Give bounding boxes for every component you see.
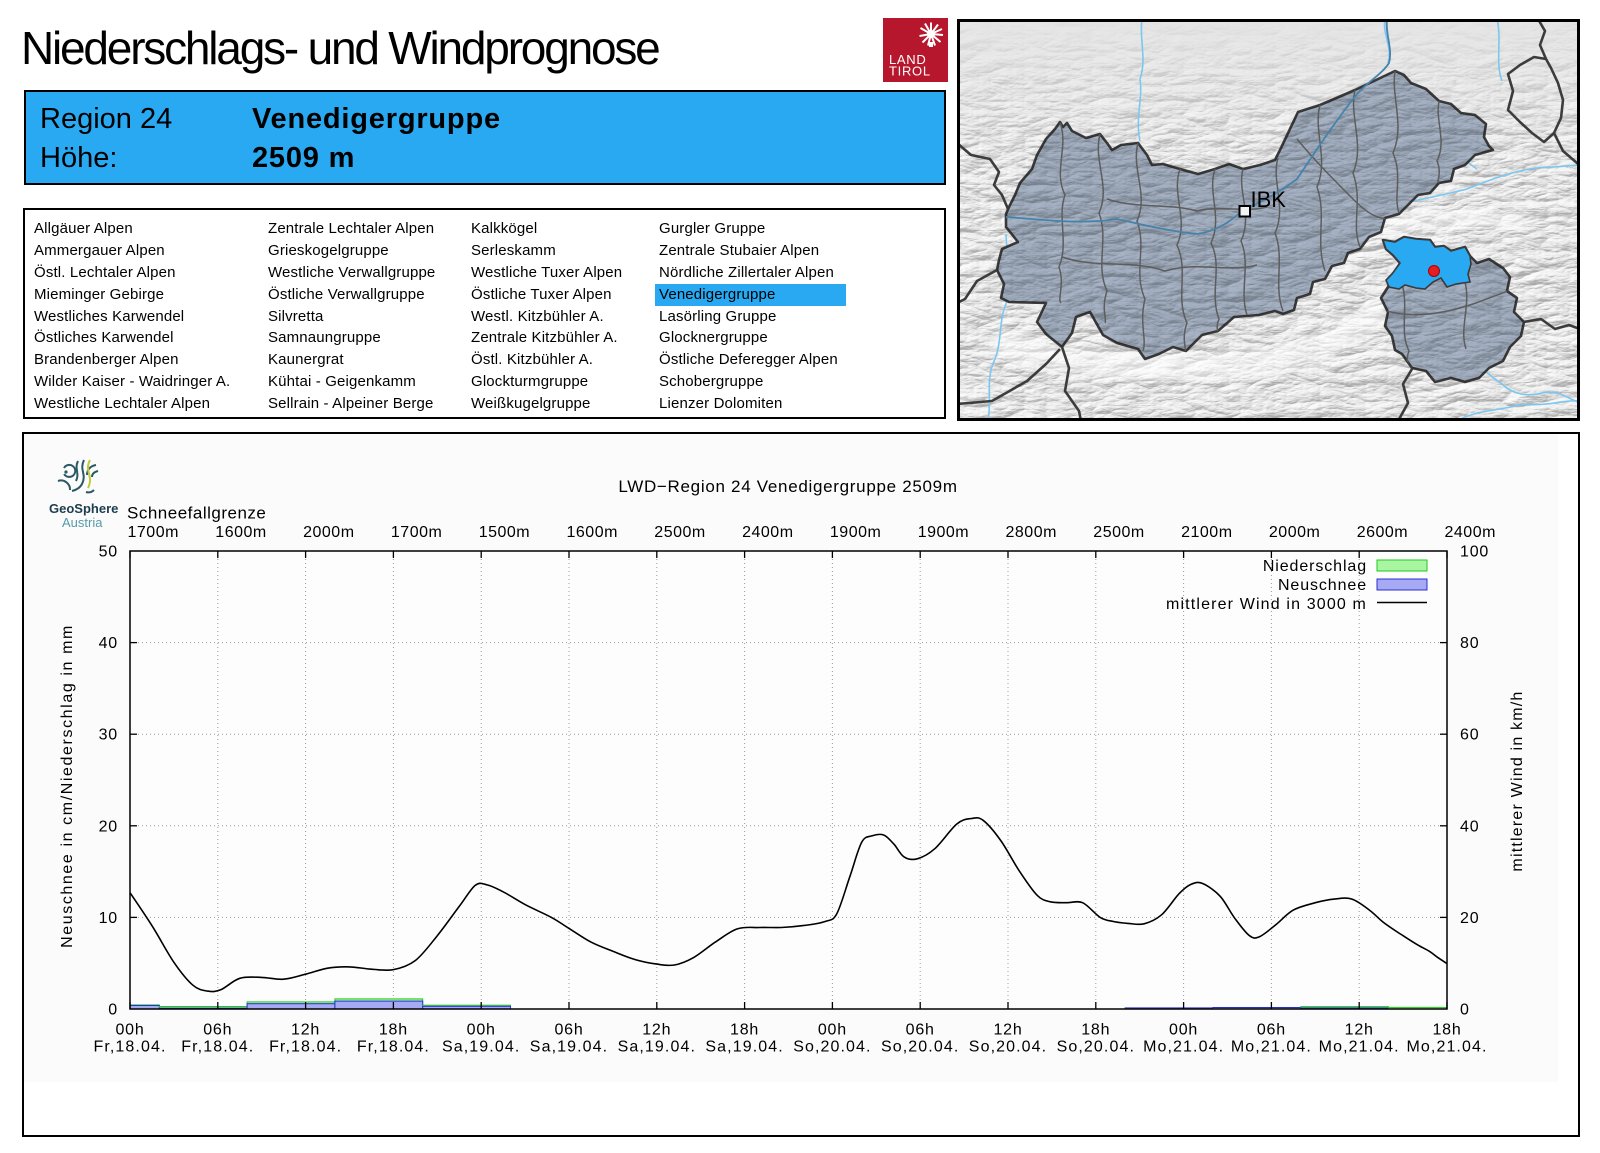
- svg-text:12h: 12h: [642, 1022, 671, 1039]
- svg-text:40: 40: [99, 635, 118, 652]
- svg-text:Schneefallgrenze: Schneefallgrenze: [127, 504, 266, 523]
- svg-text:1600m: 1600m: [215, 524, 266, 541]
- svg-text:18h: 18h: [730, 1022, 759, 1039]
- svg-text:06h: 06h: [554, 1022, 583, 1039]
- svg-text:40: 40: [1460, 818, 1479, 835]
- svg-text:mittlerer Wind in 3000 m: mittlerer Wind in 3000 m: [1166, 596, 1367, 613]
- svg-text:18h: 18h: [1081, 1022, 1110, 1039]
- svg-text:2400m: 2400m: [1445, 524, 1496, 541]
- svg-text:30: 30: [99, 727, 118, 744]
- svg-text:Sa,19.04.: Sa,19.04.: [705, 1039, 783, 1056]
- svg-text:Fr,18.04.: Fr,18.04.: [357, 1039, 430, 1056]
- svg-text:IBK: IBK: [1251, 187, 1287, 212]
- svg-text:2100m: 2100m: [1181, 524, 1232, 541]
- svg-text:Sa,19.04.: Sa,19.04.: [618, 1039, 696, 1056]
- svg-text:06h: 06h: [906, 1022, 935, 1039]
- svg-text:0: 0: [1460, 1002, 1470, 1019]
- svg-text:So,20.04.: So,20.04.: [1057, 1039, 1135, 1056]
- svg-text:2600m: 2600m: [1357, 524, 1408, 541]
- svg-text:2000m: 2000m: [1269, 524, 1320, 541]
- svg-text:Mo,21.04.: Mo,21.04.: [1231, 1039, 1312, 1056]
- svg-text:1600m: 1600m: [567, 524, 618, 541]
- svg-text:TIROL: TIROL: [889, 64, 931, 79]
- svg-text:60: 60: [1460, 727, 1479, 744]
- svg-text:2800m: 2800m: [1006, 524, 1057, 541]
- svg-text:00h: 00h: [1169, 1022, 1198, 1039]
- svg-text:Austria: Austria: [62, 515, 103, 530]
- svg-text:Neuschnee in cm/Niederschlag i: Neuschnee in cm/Niederschlag in mm: [59, 624, 76, 948]
- svg-text:2500m: 2500m: [654, 524, 705, 541]
- svg-text:Fr,18.04.: Fr,18.04.: [181, 1039, 254, 1056]
- svg-text:Sa,19.04.: Sa,19.04.: [442, 1039, 520, 1056]
- svg-text:2000m: 2000m: [303, 524, 354, 541]
- svg-text:LWD−Region 24 Venedigergruppe: LWD−Region 24 Venedigergruppe 2509m: [618, 477, 957, 496]
- svg-text:Niederschlag: Niederschlag: [1263, 558, 1367, 575]
- svg-text:1900m: 1900m: [918, 524, 969, 541]
- svg-text:0: 0: [108, 1002, 118, 1019]
- svg-text:100: 100: [1460, 544, 1489, 561]
- svg-text:1900m: 1900m: [830, 524, 881, 541]
- svg-text:80: 80: [1460, 635, 1479, 652]
- svg-text:12h: 12h: [993, 1022, 1022, 1039]
- svg-text:12h: 12h: [291, 1022, 320, 1039]
- svg-text:12h: 12h: [1345, 1022, 1374, 1039]
- svg-text:18h: 18h: [1432, 1022, 1461, 1039]
- svg-text:Mo,21.04.: Mo,21.04.: [1143, 1039, 1224, 1056]
- svg-text:1700m: 1700m: [391, 524, 442, 541]
- svg-text:Fr,18.04.: Fr,18.04.: [93, 1039, 166, 1056]
- svg-text:Mo,21.04.: Mo,21.04.: [1406, 1039, 1487, 1056]
- svg-text:GeoSphere: GeoSphere: [49, 501, 118, 516]
- svg-text:2500m: 2500m: [1093, 524, 1144, 541]
- svg-text:1700m: 1700m: [128, 524, 179, 541]
- svg-text:00h: 00h: [818, 1022, 847, 1039]
- svg-text:10: 10: [99, 910, 118, 927]
- svg-text:Mo,21.04.: Mo,21.04.: [1319, 1039, 1400, 1056]
- svg-text:2400m: 2400m: [742, 524, 793, 541]
- svg-text:20: 20: [1460, 910, 1479, 927]
- svg-text:50: 50: [99, 544, 118, 561]
- svg-text:00h: 00h: [115, 1022, 144, 1039]
- svg-text:Fr,18.04.: Fr,18.04.: [269, 1039, 342, 1056]
- svg-text:06h: 06h: [203, 1022, 232, 1039]
- svg-text:So,20.04.: So,20.04.: [793, 1039, 871, 1056]
- svg-text:So,20.04.: So,20.04.: [881, 1039, 959, 1056]
- svg-text:1500m: 1500m: [479, 524, 530, 541]
- svg-text:Sa,19.04.: Sa,19.04.: [530, 1039, 608, 1056]
- svg-text:mittlerer Wind in km/h: mittlerer Wind in km/h: [1509, 690, 1526, 871]
- svg-text:00h: 00h: [467, 1022, 496, 1039]
- svg-text:06h: 06h: [1257, 1022, 1286, 1039]
- svg-text:Neuschnee: Neuschnee: [1278, 577, 1367, 594]
- svg-text:20: 20: [99, 818, 118, 835]
- svg-text:LAND: LAND: [889, 52, 926, 67]
- svg-text:18h: 18h: [379, 1022, 408, 1039]
- svg-text:So,20.04.: So,20.04.: [969, 1039, 1047, 1056]
